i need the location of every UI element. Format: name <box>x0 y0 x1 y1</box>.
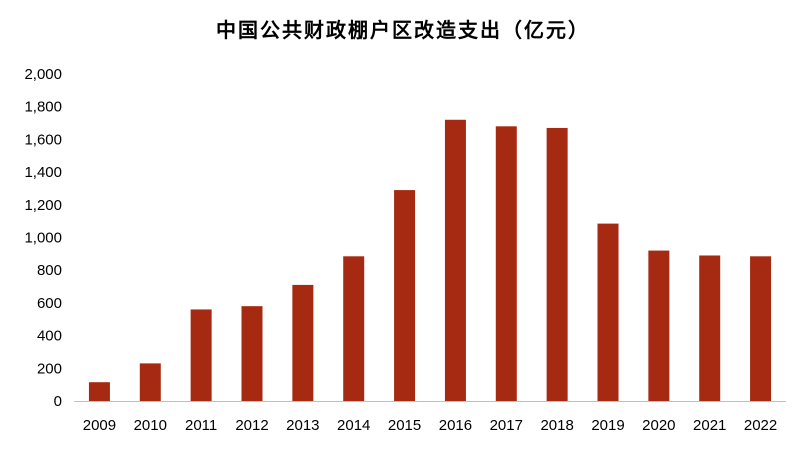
x-tick-label: 2021 <box>693 417 726 434</box>
bar-2015 <box>394 190 416 401</box>
y-tick-label: 2,000 <box>24 66 62 83</box>
y-tick-label: 600 <box>37 295 62 312</box>
bar-2010 <box>139 363 161 401</box>
y-tick-label: 200 <box>37 360 62 377</box>
bar-2016 <box>444 119 466 401</box>
x-tick-label: 2019 <box>591 417 624 434</box>
y-axis: 0 200 400 600 800 1,000 1,200 1,400 1,600 1,800 2,… <box>24 66 62 410</box>
y-tick-label: 0 <box>54 393 62 410</box>
y-tick-label: 400 <box>37 328 62 345</box>
x-tick-label: 2015 <box>388 417 421 434</box>
y-tick-label: 1,200 <box>24 197 62 214</box>
bar-2009 <box>88 382 110 401</box>
bar-2012 <box>241 306 263 401</box>
x-tick-label: 2016 <box>439 417 472 434</box>
bar-2021 <box>699 255 721 401</box>
x-tick-label: 2018 <box>540 417 573 434</box>
y-tick-label: 800 <box>37 262 62 279</box>
y-tick-label: 1,000 <box>24 230 62 247</box>
bar-2013 <box>292 284 314 401</box>
y-tick-label: 1,600 <box>24 131 62 148</box>
x-tick-label: 2010 <box>134 417 167 434</box>
bar-2011 <box>190 309 212 401</box>
x-axis: 2009 2010 2011 2012 2013 2014 2015 2016 2017 2018… <box>83 417 778 434</box>
y-tick-label: 1,800 <box>24 99 62 116</box>
bar-2019 <box>597 223 619 401</box>
x-tick-label: 2009 <box>83 417 116 434</box>
x-tick-label: 2017 <box>490 417 523 434</box>
x-tick-label: 2012 <box>235 417 268 434</box>
bar-2020 <box>648 250 670 401</box>
bars <box>88 119 772 401</box>
x-tick-label: 2022 <box>744 417 777 434</box>
x-tick-label: 2014 <box>337 417 370 434</box>
x-tick-label: 2013 <box>286 417 319 434</box>
x-tick-label: 2020 <box>642 417 675 434</box>
bar-2014 <box>343 256 365 401</box>
bar-2022 <box>750 256 772 401</box>
x-tick-label: 2011 <box>185 417 217 434</box>
chart-title: 中国公共财政棚户区改造支出（亿元） <box>216 18 590 42</box>
bar-2017 <box>495 126 517 401</box>
y-tick-label: 1,400 <box>24 164 62 181</box>
bar-2018 <box>546 127 568 401</box>
